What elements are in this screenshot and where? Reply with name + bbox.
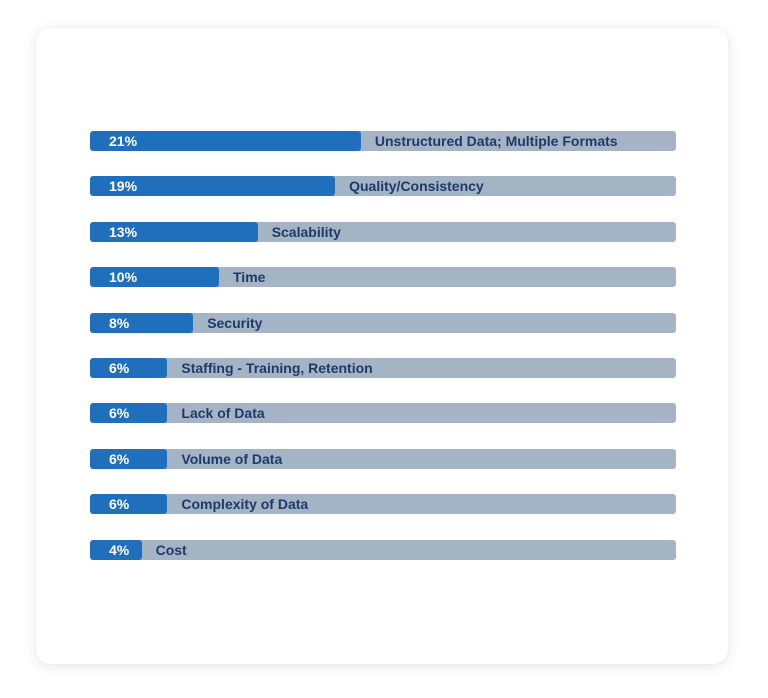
bar-value-label: 6%: [109, 405, 130, 422]
chart-card: 21% Unstructured Data; Multiple Formats 19…: [36, 28, 728, 664]
bar-category-label: Cost: [155, 541, 187, 558]
bar-value-label: 6%: [109, 360, 130, 376]
bar-track: 19% Quality/Consistency: [90, 176, 676, 197]
bar-track: 8% Security: [90, 312, 676, 333]
bar-fill: [90, 358, 168, 378]
bar-fill: [90, 176, 336, 197]
bar-fill: [90, 221, 258, 242]
bar-track: 6% Volume of Data: [90, 448, 676, 469]
bar-category-label: Volume of Data: [181, 450, 283, 467]
bar-track: 10% Time: [90, 267, 676, 288]
bar-track: 13% Scalability: [90, 221, 676, 242]
bar-fill: [90, 131, 361, 151]
bar-value-label: 21%: [109, 133, 138, 149]
bar-category-label: Unstructured Data; Multiple Formats: [374, 133, 618, 149]
bar-fill: [90, 267, 219, 288]
bar-category-label: Complexity of Data: [181, 496, 309, 513]
bar-category-label: Lack of Data: [181, 405, 265, 422]
bar-value-label: 10%: [109, 269, 138, 286]
bar-category-label: Staffing - Training, Retention: [181, 360, 373, 376]
bar-value-label: 8%: [109, 314, 130, 331]
bar-fill: [90, 539, 142, 560]
bar-track: 6% Lack of Data: [90, 403, 676, 424]
bar-fill: [90, 403, 168, 424]
bar-fill: [90, 312, 194, 333]
bar-track: 6% Staffing - Training, Retention: [90, 358, 676, 378]
bar-category-label: Scalability: [271, 223, 341, 240]
bar-fill: [90, 494, 168, 515]
bar-track: 4% Cost: [90, 539, 676, 560]
bar-value-label: 4%: [109, 541, 130, 558]
bar-value-label: 13%: [109, 223, 138, 240]
bar-category-label: Time: [233, 269, 266, 286]
bar-category-label: Security: [207, 314, 263, 331]
bar-track: 6% Complexity of Data: [90, 494, 676, 515]
bar-track: 21% Unstructured Data; Multiple Formats: [90, 131, 676, 151]
bar-value-label: 19%: [109, 178, 138, 195]
bar-value-label: 6%: [109, 450, 130, 467]
bar-category-label: Quality/Consistency: [349, 178, 484, 195]
bar-value-label: 6%: [109, 496, 130, 513]
bar-fill: [90, 448, 168, 469]
